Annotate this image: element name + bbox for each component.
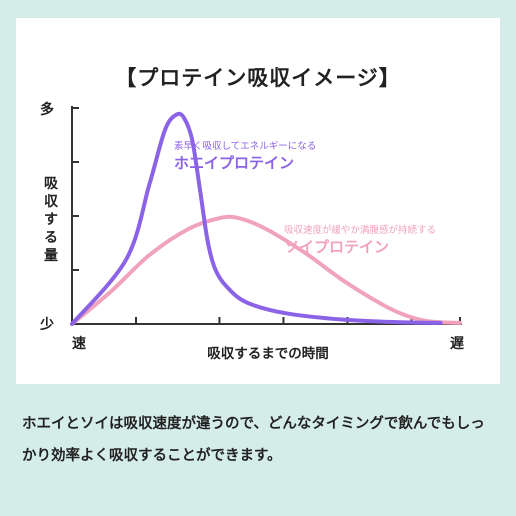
x-left-label: 速 (72, 335, 86, 352)
whey-name: ホエイプロテイン (174, 154, 294, 172)
y-top-label: 多 (40, 101, 54, 118)
y-axis-label: 吸収する量 (44, 176, 59, 264)
chart-title: 【プロテイン吸収イメージ】 (115, 66, 401, 90)
x-right-label: 遅 (450, 336, 464, 352)
chart-panel: 【プロテイン吸収イメージ】 多少 吸収する量速 遅吸収するまでの時間 素早く吸収してエ… (16, 18, 500, 384)
soy-description: 吸収速度が緩やか満腹感が持続する (284, 224, 436, 236)
y-bottom-label: 少 (39, 316, 54, 333)
whey-description: 素早く吸収してエネルギーになる (174, 140, 316, 152)
soy-series-line (70, 214, 462, 326)
y-axis-label-text: 吸収する量 (44, 176, 59, 264)
caption-text: ホエイとソイは吸収速度が違うので、どんなタイミングで飲んでもしっかり効率よく吸収… (22, 416, 485, 464)
x-axis-label: 吸収するまでの時間 (207, 345, 329, 362)
whey-series-line (70, 111, 443, 326)
soy-name: ソイプロテイン (284, 238, 389, 256)
